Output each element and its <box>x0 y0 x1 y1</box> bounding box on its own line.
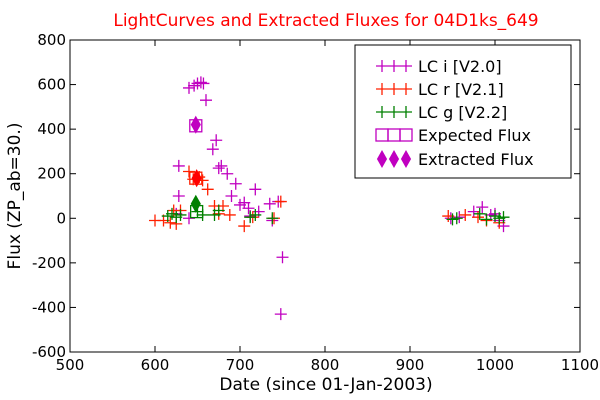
data-point <box>244 211 257 224</box>
legend-label: LC i [V2.0] <box>418 57 502 76</box>
y-tick-label: 0 <box>56 209 66 227</box>
legend-marker <box>399 128 413 142</box>
data-point <box>212 204 225 217</box>
data-point <box>480 213 493 226</box>
data-point <box>223 208 236 221</box>
y-axis-label: Flux (ZP_ab=30.) <box>5 123 25 270</box>
x-tick-label: 1100 <box>561 356 599 374</box>
legend-entry: LC r [V2.1] <box>376 80 504 99</box>
data-point <box>249 183 262 196</box>
data-point <box>191 169 202 188</box>
data-point <box>459 208 472 221</box>
legend-label: Expected Flux <box>418 126 531 145</box>
data-point <box>206 143 219 156</box>
legend-label: LC r [V2.1] <box>418 80 504 99</box>
data-point <box>476 201 489 214</box>
y-tick-label: 200 <box>37 165 66 183</box>
legend-marker <box>400 149 412 169</box>
y-tick-label: -400 <box>32 298 66 316</box>
data-point <box>266 212 279 225</box>
data-point <box>473 207 486 220</box>
y-tick-label: -200 <box>32 254 66 272</box>
data-point <box>229 177 242 190</box>
legend-entry: LC i [V2.0] <box>376 57 502 76</box>
data-point <box>212 162 225 175</box>
data-point <box>190 194 201 213</box>
legend-entry: Extracted Flux <box>376 149 534 169</box>
data-point <box>194 76 207 89</box>
legend-marker <box>400 106 412 118</box>
data-point <box>274 195 287 208</box>
data-point <box>249 208 262 221</box>
x-tick-label: 600 <box>141 356 170 374</box>
data-point <box>450 212 463 225</box>
data-point <box>183 165 195 178</box>
legend-marker <box>376 106 388 118</box>
x-tick-label: 900 <box>396 356 425 374</box>
data-point <box>172 159 185 172</box>
data-point <box>215 159 228 172</box>
data-point <box>263 197 276 210</box>
y-tick-label: -600 <box>32 343 66 361</box>
data-point <box>472 211 484 224</box>
legend-marker <box>376 149 388 169</box>
legend-marker <box>388 60 400 72</box>
x-tick-label: 500 <box>56 356 85 374</box>
data-point <box>164 216 177 229</box>
data-point <box>497 211 510 224</box>
y-tick-label: 400 <box>37 120 66 138</box>
x-tick-label: 800 <box>311 356 340 374</box>
data-point <box>188 79 201 92</box>
legend-marker <box>400 83 412 95</box>
data-point <box>242 202 255 215</box>
x-tick-label: 1000 <box>476 356 514 374</box>
y-tick-label: 800 <box>37 31 66 49</box>
data-point <box>183 212 195 225</box>
data-point <box>453 211 466 224</box>
data-point <box>197 77 210 90</box>
legend-entry: LC g [V2.2] <box>376 103 507 122</box>
data-point <box>174 208 187 221</box>
data-point <box>221 167 234 180</box>
data-point <box>238 220 251 233</box>
data-point <box>274 308 287 321</box>
data-point <box>225 190 238 202</box>
data-point <box>276 251 289 264</box>
axis-ticks: 500 600 700 800 900 1000 1100 -600 -400 -200 0 200 4… <box>32 31 599 374</box>
chart-title: LightCurves and Extracted Fluxes for 04D… <box>113 11 538 31</box>
legend-marker <box>388 83 400 95</box>
legend-label: Extracted Flux <box>418 150 534 169</box>
data-point <box>190 115 201 134</box>
legend-marker <box>388 149 400 169</box>
legend-entry: Expected Flux <box>375 126 531 145</box>
plot-area <box>149 76 510 321</box>
data-point <box>183 81 195 94</box>
x-axis-label: Date (since 01-Jan-2003) <box>219 375 432 395</box>
legend-marker <box>376 60 388 72</box>
data-point <box>172 190 185 202</box>
y-tick-label: 600 <box>37 76 66 94</box>
legend: LC i [V2.0] LC r [V2.1] LC g [V2.2] Expecte… <box>354 44 572 179</box>
legend-marker <box>388 106 400 118</box>
data-point <box>200 94 212 107</box>
x-tick-label: 700 <box>226 356 255 374</box>
legend-label: LC g [V2.2] <box>418 103 507 122</box>
data-point <box>201 183 214 196</box>
data-point <box>210 134 223 147</box>
legend-marker <box>376 83 388 95</box>
legend-marker <box>400 60 412 72</box>
